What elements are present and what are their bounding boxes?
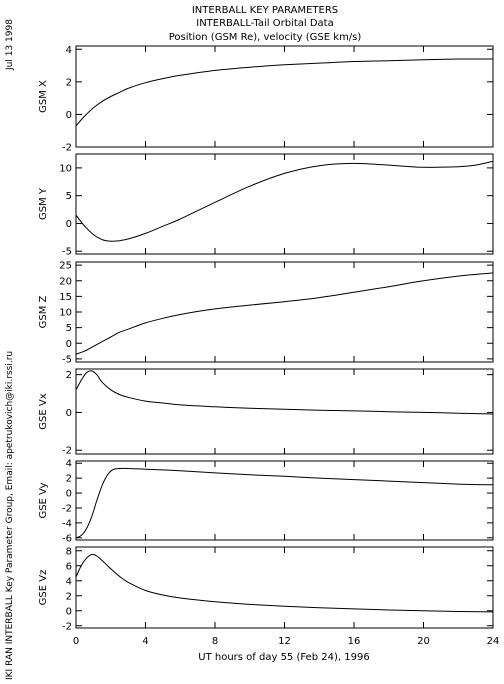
side-credit-label: IKI RAN INTERBALL Key Parameter Group, E… xyxy=(5,351,15,680)
side-date-label: Jul 13 1998 xyxy=(5,19,15,71)
header-title-line-1: INTERBALL KEY PARAMETERS xyxy=(192,5,338,16)
y-tick-label-gsm-y: 0 xyxy=(66,219,72,230)
y-tick-label-gse-vy: 0 xyxy=(66,489,72,500)
header-title-line-2: INTERBALL-Tail Orbital Data xyxy=(196,18,333,29)
y-tick-label-gse-vx: 2 xyxy=(66,370,72,381)
y-axis-label-gse-vz: GSE Vz xyxy=(38,570,49,606)
y-tick-label-gsm-z: 10 xyxy=(59,308,72,319)
y-tick-label-gsm-x: 4 xyxy=(66,45,72,56)
y-axis-label-gsm-y: GSM Y xyxy=(38,187,49,220)
x-tick-label: 20 xyxy=(417,636,430,647)
y-tick-label-gse-vz: -2 xyxy=(62,621,72,632)
y-axis-label-gsm-z: GSM Z xyxy=(38,295,49,328)
panel-gsm-y: -5 0 5 10 GSM Y xyxy=(38,153,494,258)
y-axis-label-gse-vx: GSE Vx xyxy=(38,393,49,429)
x-tick-label: 0 xyxy=(73,636,79,647)
series-line-gsm-y xyxy=(75,160,494,242)
y-tick-label-gse-vz: 2 xyxy=(66,591,72,602)
panel-gsm-z: -5 0 5 10 15 20 25 GSM Z xyxy=(38,261,494,365)
y-tick-label-gse-vy: 4 xyxy=(66,459,72,470)
y-tick-label-gse-vz: 6 xyxy=(66,561,72,572)
y-tick-label-gsm-y: 5 xyxy=(66,191,72,202)
x-tick-label: 12 xyxy=(278,636,291,647)
panel-gsm-x: -2 0 2 4 GSM X xyxy=(38,45,494,154)
y-tick-label-gsm-x: 0 xyxy=(66,110,72,121)
x-axis-label: UT hours of day 55 (Feb 24), 1996 xyxy=(198,652,369,663)
y-tick-label-gse-vz: 8 xyxy=(66,546,72,557)
y-tick-label-gse-vx: -2 xyxy=(62,446,72,457)
y-tick-label-gsm-z: 0 xyxy=(66,339,72,350)
x-tick-label: 24 xyxy=(487,636,500,647)
x-tick-label: 4 xyxy=(142,636,148,647)
panel-frame-gse-vx xyxy=(75,368,494,455)
y-tick-label-gse-vy: -2 xyxy=(62,503,72,514)
y-tick-label-gsm-y: 10 xyxy=(59,163,72,174)
panel-gse-vz: -2 0 2 4 6 8 GSE Vz xyxy=(38,546,494,632)
x-axis: 0 4 8 12 16 20 24 xyxy=(73,636,500,647)
panel-frame-gsm-x xyxy=(75,45,494,148)
series-line-gsm-z xyxy=(75,272,494,355)
y-tick-label-gsm-z: 15 xyxy=(59,292,72,303)
y-tick-label-gsm-y: -5 xyxy=(62,247,72,258)
y-tick-label-gse-vx: 0 xyxy=(66,408,72,419)
y-tick-label-gse-vz: 0 xyxy=(66,606,72,617)
x-tick-label: 16 xyxy=(348,636,361,647)
panel-gse-vx: -2 0 2 GSE Vx xyxy=(38,368,494,457)
header-title-line-3: Position (GSM Re), velocity (GSE km/s) xyxy=(169,32,362,43)
series-line-gse-vx xyxy=(75,370,494,415)
y-tick-label-gse-vy: -4 xyxy=(62,518,72,529)
y-axis-label-gsm-x: GSM X xyxy=(38,80,49,113)
panel-frame-gsm-y xyxy=(75,153,494,255)
y-tick-label-gse-vy: 2 xyxy=(66,474,72,485)
y-axis-label-gse-vy: GSE Vy xyxy=(38,482,49,518)
y-tick-label-gse-vy: -6 xyxy=(62,533,72,544)
panel-frame-gse-vy xyxy=(75,460,494,541)
series-line-gsm-x xyxy=(75,58,494,127)
y-tick-label-gsm-z: -5 xyxy=(62,354,72,365)
y-tick-label-gse-vz: 4 xyxy=(66,576,72,587)
x-tick-label: 8 xyxy=(212,636,218,647)
y-tick-label-gsm-z: 25 xyxy=(59,261,72,272)
series-line-gse-vy xyxy=(75,467,494,539)
y-tick-label-gsm-z: 5 xyxy=(66,323,72,334)
panel-frame-gsm-z xyxy=(75,261,494,363)
y-tick-label-gsm-x: -2 xyxy=(62,143,72,154)
y-tick-label-gsm-z: 20 xyxy=(59,276,72,287)
series-line-gse-vz xyxy=(75,553,494,613)
y-tick-label-gsm-x: 2 xyxy=(66,77,72,88)
panel-gse-vy: -6 -4 -2 0 2 4 GSE Vy xyxy=(38,459,494,544)
